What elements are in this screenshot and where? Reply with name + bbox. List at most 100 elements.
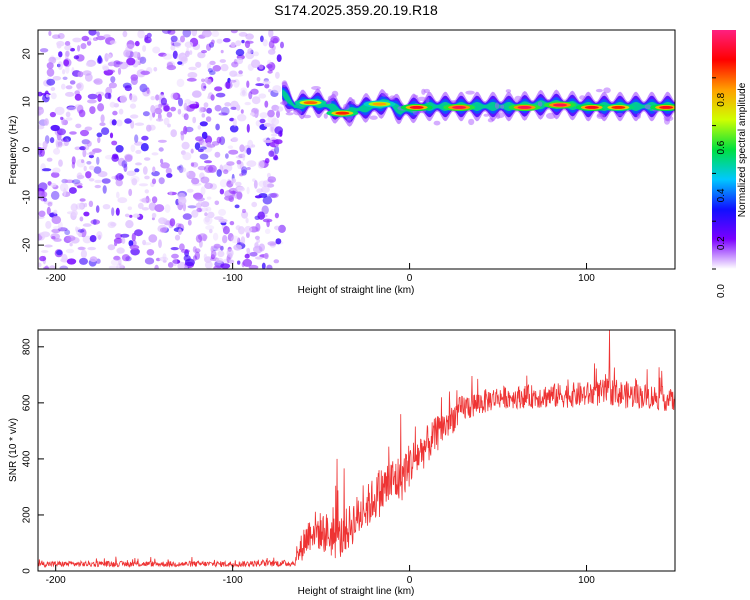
noise-blob: [197, 125, 202, 130]
track-halo-blob: [636, 113, 642, 119]
noise-blob: [129, 93, 133, 101]
noise-blob: [116, 119, 123, 127]
noise-blob: [231, 61, 239, 68]
noise-blob: [237, 114, 247, 122]
noise-blob: [94, 179, 102, 184]
noise-blob: [192, 116, 197, 124]
noise-blob: [70, 203, 78, 212]
x-tick-label: 0: [407, 575, 413, 586]
peak-core: [409, 105, 424, 109]
noise-blob: [65, 85, 73, 90]
noise-blob: [239, 144, 245, 153]
noise-blob: [223, 38, 231, 43]
noise-blob: [228, 149, 239, 155]
noise-blob: [92, 219, 97, 225]
noise-blob: [207, 68, 213, 73]
noise-blob: [201, 141, 208, 148]
noise-blob: [254, 235, 260, 240]
noise-blob: [56, 128, 66, 136]
noise-blob: [180, 132, 185, 141]
noise-blob: [262, 80, 271, 85]
noise-blob: [176, 53, 186, 62]
noise-blob: [48, 30, 52, 36]
noise-blob: [259, 112, 269, 119]
noise-blob: [241, 166, 248, 174]
noise-blob: [142, 166, 148, 175]
noise-blob: [205, 206, 212, 212]
noise-blob: [238, 226, 245, 235]
noise-blob: [116, 263, 124, 269]
noise-blob: [236, 186, 245, 192]
noise-blob: [97, 93, 102, 102]
noise-blob: [170, 92, 179, 100]
noise-blob: [134, 122, 145, 126]
noise-blob: [247, 48, 253, 55]
noise-blob: [65, 111, 71, 118]
noise-blob: [264, 158, 270, 164]
noise-blob: [201, 113, 206, 118]
colorbar-tick-label: 0.4: [716, 188, 727, 202]
noise-blob: [270, 192, 279, 199]
noise-blob: [216, 136, 222, 144]
noise-blob: [88, 30, 97, 36]
noise-blob: [97, 136, 101, 144]
noise-blob: [139, 198, 149, 202]
noise-blob: [227, 178, 231, 185]
noise-blob: [115, 179, 123, 187]
noise-blob: [247, 139, 254, 149]
noise-blob: [223, 169, 229, 175]
noise-blob: [212, 65, 222, 72]
noise-blob: [126, 170, 137, 177]
track-halo-blob: [500, 104, 505, 109]
noise-blob: [61, 254, 68, 263]
noise-blob: [118, 108, 124, 115]
noise-blob: [245, 33, 254, 40]
noise-blob: [144, 175, 150, 180]
noise-blob: [102, 185, 107, 194]
noise-blob: [226, 161, 235, 166]
track-halo-blob: [425, 96, 430, 104]
noise-blob: [248, 264, 259, 269]
x-tick-label: -100: [223, 273, 243, 284]
noise-blob: [242, 208, 246, 214]
noise-blob: [180, 249, 190, 254]
track-halo-blob: [663, 115, 674, 122]
noise-blob: [245, 217, 249, 224]
noise-blob: [239, 173, 244, 177]
peak-core: [552, 103, 567, 107]
noise-blob: [138, 183, 149, 187]
noise-blob: [115, 233, 123, 240]
noise-blob: [268, 193, 278, 198]
noise-blob: [267, 109, 275, 118]
snr-y-axis: 0 200 400 600 800: [22, 338, 44, 574]
noise-blob: [166, 64, 177, 71]
noise-blob: [124, 154, 133, 162]
noise-blob: [88, 200, 94, 207]
x-tick-label: -200: [46, 273, 66, 284]
noise-blob: [274, 145, 280, 155]
noise-blob: [46, 68, 55, 77]
noise-blob: [148, 234, 158, 243]
noise-blob: [111, 154, 119, 162]
noise-blob: [189, 103, 200, 109]
noise-blob: [130, 120, 135, 129]
noise-blob: [197, 165, 207, 171]
peak-core: [452, 105, 467, 109]
noise-blob: [43, 197, 48, 202]
noise-blob: [44, 244, 53, 248]
noise-blob: [159, 256, 169, 262]
x-tick-label: -100: [223, 575, 243, 586]
colorbar-tick-label: 0.8: [716, 92, 727, 106]
noise-blob: [95, 205, 100, 213]
noise-blob: [201, 131, 208, 140]
x-tick-label: 100: [578, 575, 595, 586]
noise-blob: [222, 164, 233, 172]
track-halo-blob: [293, 108, 302, 116]
noise-blob: [125, 220, 134, 229]
noise-blob: [87, 246, 96, 251]
noise-blob: [235, 181, 242, 187]
noise-blob: [155, 94, 160, 101]
noise-blob: [130, 144, 136, 153]
noise-blob: [103, 34, 111, 39]
